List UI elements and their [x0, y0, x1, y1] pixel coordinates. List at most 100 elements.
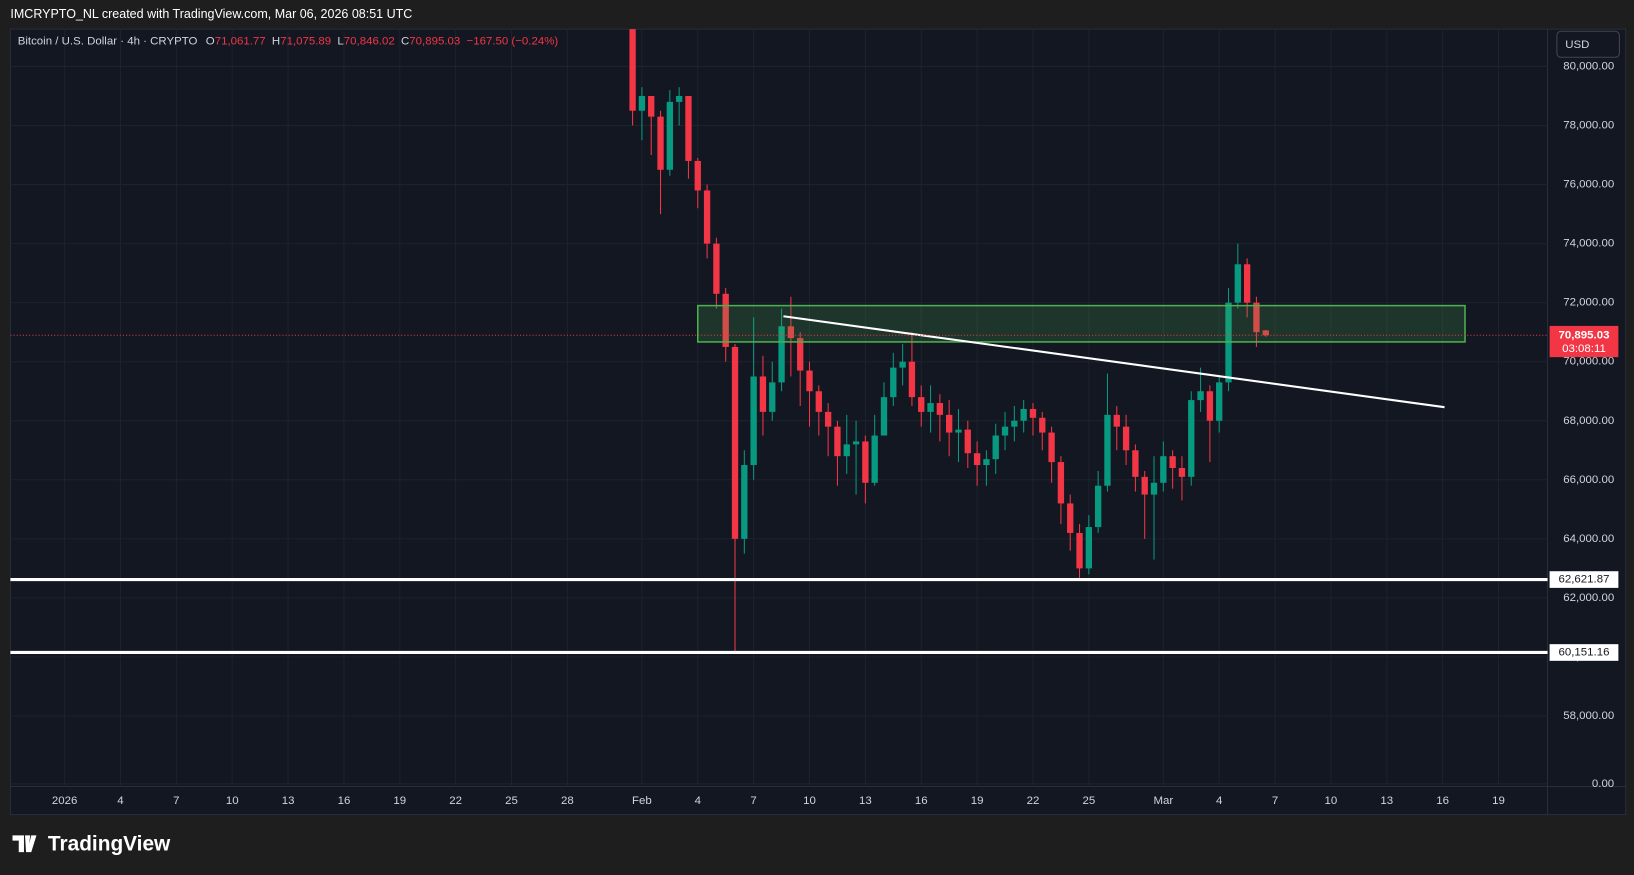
candle-body	[759, 376, 767, 412]
ohlc-key: O	[206, 36, 215, 48]
candle-body	[1020, 408, 1027, 421]
candle-body	[1150, 482, 1158, 495]
candle-body	[1122, 426, 1130, 451]
last-price-label: 70,895.03	[1558, 329, 1609, 341]
candle-body	[871, 435, 878, 483]
y-tick-label: 62,000.00	[1563, 592, 1614, 604]
x-tick-label: 2026	[52, 795, 77, 807]
candle-body	[890, 367, 897, 398]
candle-body	[778, 326, 785, 383]
candle-body	[843, 444, 850, 457]
ohlc-value: 71,075.89	[280, 36, 331, 48]
x-tick-label: 4	[1216, 795, 1223, 807]
candle-body	[908, 361, 916, 398]
candle-body	[731, 346, 739, 539]
candle-body	[1048, 432, 1055, 463]
currency[interactable]: USD	[1565, 39, 1589, 51]
y-tick-label: 0.00	[1592, 778, 1614, 790]
x-tick-label: 16	[1436, 795, 1449, 807]
x-tick-label: 7	[750, 795, 756, 807]
candle-body	[955, 429, 962, 433]
y-tick-label: 74,000.00	[1563, 238, 1614, 250]
candle-body	[629, 29, 636, 111]
candle-body	[1085, 527, 1093, 569]
candle-body	[638, 95, 646, 111]
candle-body	[918, 397, 925, 412]
x-tick-label: 25	[505, 795, 518, 807]
symbol: Bitcoin / U.S. Dollar · 4h · CRYPTO	[18, 36, 198, 48]
candle-body	[722, 293, 729, 347]
candle-body	[741, 465, 748, 539]
candle-body	[703, 190, 711, 244]
candle-body	[1094, 485, 1102, 528]
candle-body	[936, 403, 944, 415]
caption: IMCRYPTO_NL created with TradingView.com…	[10, 7, 412, 21]
candle-body	[1057, 462, 1065, 504]
x-tick-label: 4	[695, 795, 702, 807]
candle-body	[824, 411, 832, 427]
candle-body	[1039, 417, 1046, 433]
x-tick-label: 19	[393, 795, 406, 807]
ohlc-key: H	[272, 36, 280, 48]
x-tick-label: 25	[1082, 795, 1095, 807]
last-price-tag	[1549, 325, 1619, 358]
ohlc-key: C	[401, 36, 409, 48]
level-tag	[1549, 644, 1619, 661]
x-tick-label: 28	[561, 795, 574, 807]
y-tick-label: 78,000.00	[1563, 120, 1614, 132]
candle-body	[648, 95, 655, 117]
ohlc-value: 70,846.02	[344, 36, 395, 48]
candle-body	[1197, 391, 1204, 401]
x-tick-label: 13	[1380, 795, 1393, 807]
candle-body	[946, 414, 953, 433]
candle-body	[1029, 408, 1037, 418]
logo-text: TradingView	[48, 832, 171, 855]
candle-body	[1234, 264, 1241, 303]
logo-icon	[12, 835, 37, 853]
x-tick-label: 16	[915, 795, 928, 807]
x-tick-label: 7	[173, 795, 179, 807]
candle-body	[1141, 476, 1148, 495]
candle-body	[899, 361, 906, 368]
x-tick-label: 10	[226, 795, 239, 807]
candle-body	[769, 382, 776, 412]
y-tick-label: 80,000.00	[1563, 60, 1614, 72]
candle-body	[1104, 414, 1111, 486]
candle-body	[1067, 503, 1074, 533]
candle-body	[1076, 532, 1083, 569]
candle-body	[806, 370, 813, 392]
x-tick-label: 4	[117, 795, 124, 807]
candle-body	[666, 101, 674, 170]
candle-body	[1243, 264, 1251, 303]
x-tick-label: 22	[449, 795, 462, 807]
candle-body	[1132, 450, 1139, 477]
chart-panel	[9, 28, 1627, 816]
y-tick-label: 64,000.00	[1563, 533, 1614, 545]
candle-body	[1160, 456, 1167, 483]
candle-body	[1206, 391, 1214, 421]
trendline	[783, 315, 1445, 409]
candle-body	[862, 441, 869, 483]
candle-body	[1253, 302, 1260, 333]
x-tick-label: 22	[1027, 795, 1040, 807]
candle-body	[750, 376, 757, 466]
x-tick-label: 10	[1325, 795, 1338, 807]
ohlc-key: L	[337, 36, 343, 48]
candle-body	[973, 453, 981, 466]
candle-body	[992, 435, 999, 460]
candle-body	[1188, 400, 1195, 477]
level-label: 62,621.87	[1558, 574, 1609, 586]
candle-body	[1262, 330, 1269, 336]
zone	[696, 304, 1466, 343]
symbol-legend: Bitcoin / U.S. Dollar · 4h · CRYPTO O 71,0…	[18, 36, 559, 48]
level-label: 60,151.16	[1558, 647, 1609, 659]
y-tick-label: 66,000.00	[1563, 474, 1614, 486]
y-tick-label: 76,000.00	[1563, 179, 1614, 191]
x-tick-label: 10	[803, 795, 816, 807]
currency-button[interactable]	[1556, 30, 1620, 58]
candle-body	[1216, 382, 1223, 421]
y-tick-label: 70,000.00	[1563, 356, 1614, 368]
candle-body	[964, 429, 971, 454]
